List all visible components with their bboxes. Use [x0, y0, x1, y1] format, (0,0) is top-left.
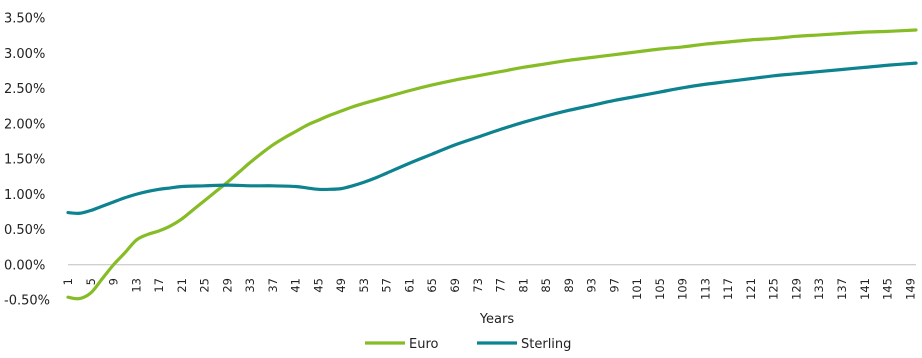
- x-tick-label: 101: [630, 278, 644, 300]
- x-tick-label: 25: [198, 278, 212, 293]
- x-tick-label: 69: [448, 278, 462, 293]
- x-tick-label: 117: [721, 278, 735, 300]
- x-tick-label: 33: [243, 278, 257, 293]
- x-tick-label: 105: [653, 278, 667, 300]
- x-tick-label: 13: [129, 278, 143, 293]
- x-tick-label: 125: [767, 278, 781, 300]
- x-tick-label: 53: [357, 278, 371, 293]
- series-line-euro: [66, 28, 918, 301]
- x-tick-label: 73: [471, 278, 485, 293]
- x-tick-label: 41: [289, 278, 303, 293]
- x-tick-label: 145: [881, 278, 895, 300]
- x-tick-label: 109: [676, 278, 690, 300]
- x-tick-label: 17: [152, 278, 166, 293]
- y-tick-label: -0.50%: [4, 294, 50, 309]
- x-tick-label: 149: [903, 278, 917, 300]
- x-tick-label: 37: [266, 278, 280, 293]
- x-tick-label: 5: [84, 278, 98, 285]
- series-line-sterling: [66, 61, 918, 215]
- y-tick-label: 3.00%: [4, 47, 45, 62]
- x-tick-label: 49: [334, 278, 348, 293]
- x-tick-label: 57: [380, 278, 394, 293]
- x-axis-ticks: 1 5 9 13 17 21 25 29 33 37 41 45 49 53 57 61 65 69 73 77 81 8…: [61, 278, 917, 300]
- x-tick-label: 29: [220, 278, 234, 293]
- y-tick-label: 1.00%: [4, 188, 45, 203]
- x-tick-label: 65: [425, 278, 439, 293]
- x-tick-label: 9: [107, 278, 121, 285]
- x-tick-label: 113: [698, 278, 712, 300]
- x-tick-label: 61: [402, 278, 416, 293]
- y-tick-label: 1.50%: [4, 153, 45, 168]
- x-tick-label: 21: [175, 278, 189, 293]
- x-tick-label: 85: [539, 278, 553, 293]
- x-tick-label: 121: [744, 278, 758, 300]
- x-tick-label: 89: [562, 278, 576, 293]
- x-tick-label: 141: [858, 278, 872, 300]
- x-axis-title: Years: [479, 312, 515, 327]
- y-tick-label: 2.50%: [4, 82, 45, 97]
- x-tick-label: 77: [494, 278, 508, 293]
- legend-label-sterling: Sterling: [521, 337, 571, 352]
- x-tick-label: 97: [607, 278, 621, 293]
- x-tick-label: 93: [585, 278, 599, 293]
- x-tick-label: 133: [812, 278, 826, 300]
- x-tick-label: 137: [835, 278, 849, 300]
- y-axis-ticks: -0.50% 0.00% 0.50% 1.00% 1.50% 2.00% 2.50% 3.00…: [4, 12, 50, 309]
- legend-label-euro: Euro: [409, 337, 439, 352]
- x-tick-label: 81: [516, 278, 530, 293]
- x-tick-label: 1: [61, 278, 75, 285]
- legend: Euro Sterling: [365, 337, 571, 352]
- series-lines: [66, 28, 918, 301]
- x-tick-label: 45: [311, 278, 325, 293]
- x-tick-label: 129: [789, 278, 803, 300]
- y-tick-label: 3.50%: [4, 12, 45, 27]
- y-tick-label: 0.00%: [4, 258, 45, 273]
- y-tick-label: 0.50%: [4, 223, 45, 238]
- y-tick-label: 2.00%: [4, 117, 45, 132]
